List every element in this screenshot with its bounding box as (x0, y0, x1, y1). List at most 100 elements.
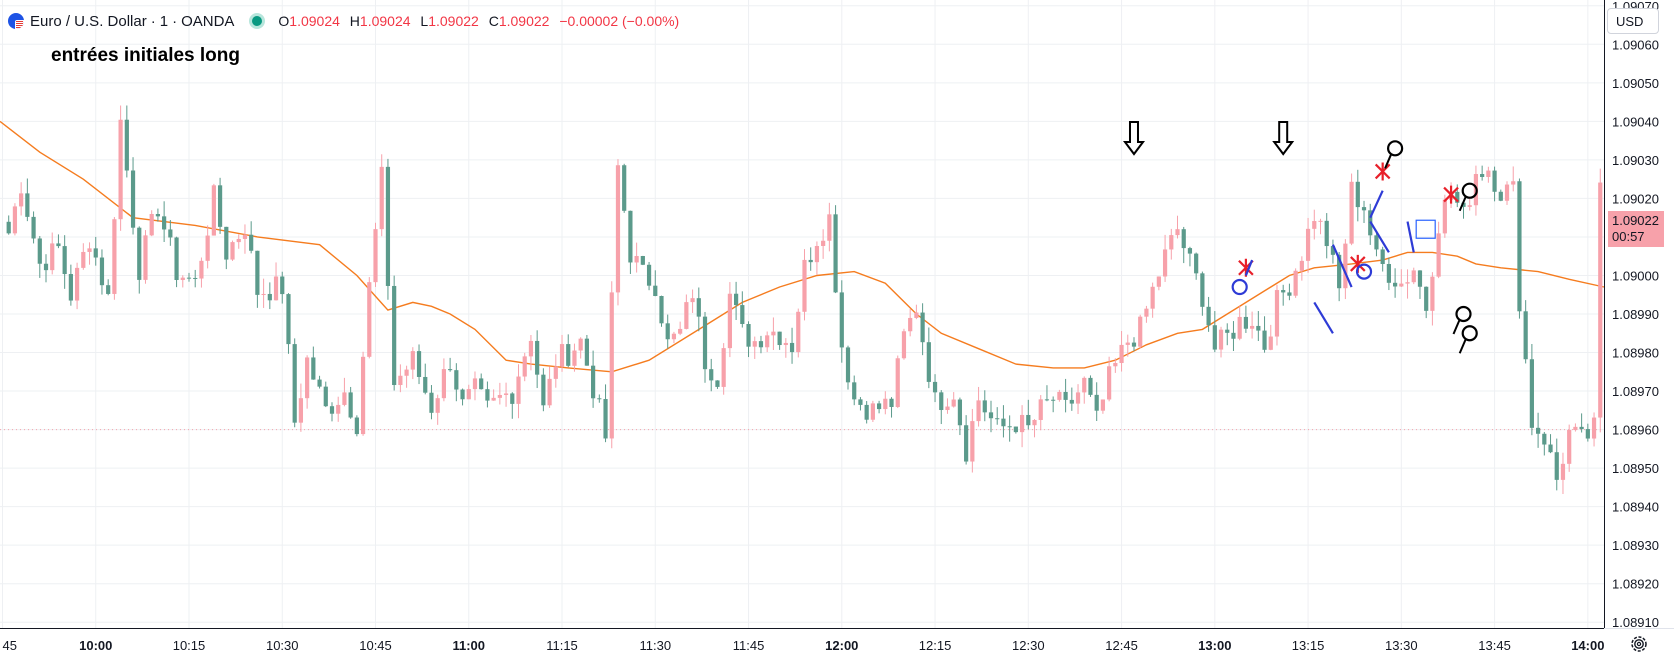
candle-body (1517, 181, 1522, 312)
candle-body (485, 389, 490, 401)
circle-tail-stroke (1384, 153, 1393, 169)
cross-mark-icon (1443, 185, 1459, 204)
candle-body (1343, 243, 1348, 289)
candle-body (510, 393, 515, 404)
candle-body (597, 398, 602, 400)
candle-body (124, 119, 129, 171)
candle-body (622, 165, 627, 211)
candle-body (193, 277, 198, 279)
candle-body (373, 229, 378, 283)
candle-body (1063, 391, 1068, 400)
candle-body (360, 356, 366, 435)
candle-body (777, 331, 782, 346)
circle-mark-icon (1387, 140, 1404, 157)
market-status-icon[interactable] (252, 16, 263, 26)
symbol-legend[interactable]: Euro / U.S. Dollar · 1 · OANDA O1.09024 … (8, 10, 685, 32)
y-tick-label: 1.09060 (1612, 37, 1659, 52)
candle-body (1442, 199, 1447, 234)
candle-body (1573, 426, 1578, 430)
y-tick-label: 1.08980 (1612, 346, 1659, 361)
candle-body (1424, 286, 1429, 311)
candle-body (448, 369, 453, 371)
x-tick-label: 12:30 (1012, 638, 1045, 653)
y-tick-label: 1.08950 (1612, 461, 1659, 476)
candle-body (522, 356, 527, 377)
candle-body (460, 389, 465, 400)
candle-body (1567, 429, 1572, 464)
candle-body (802, 259, 807, 312)
candle-body (995, 418, 1000, 420)
candle-body (1107, 366, 1112, 400)
candle-body (1138, 316, 1143, 347)
change-value: −0.00002 (−0.00%) (559, 13, 680, 29)
candle-body (709, 369, 714, 381)
candle-body (211, 185, 216, 236)
candle-body (541, 374, 546, 406)
currency-button[interactable]: USD (1607, 8, 1659, 34)
candle-body (317, 379, 322, 387)
candle-body (653, 285, 658, 297)
interval[interactable]: 1 (159, 12, 169, 30)
drawing-annotations (1122, 121, 1478, 354)
separator: · (172, 12, 178, 30)
candle-body (646, 264, 652, 286)
candle-body (180, 277, 185, 281)
candle-body (298, 398, 304, 423)
candle-body (740, 305, 745, 325)
ohlc-values: O1.09024 H1.09024 L1.09022 C1.09022 −0.0… (278, 13, 685, 29)
candle-body (1318, 220, 1323, 222)
exchange[interactable]: OANDA (181, 12, 235, 30)
blue-stroke (1244, 259, 1254, 276)
candle-body (1405, 282, 1410, 284)
candle-body (168, 229, 173, 238)
candle-body (746, 324, 751, 347)
circle-tail-stroke (1452, 319, 1461, 335)
settings-icon[interactable] (1628, 633, 1650, 655)
x-tick-label: 11:45 (733, 638, 765, 653)
candle-body (1281, 290, 1286, 293)
candle-body (1436, 233, 1441, 277)
candle-body (87, 248, 92, 252)
moving-average-line (0, 120, 1605, 373)
candle-body (1386, 263, 1391, 283)
x-tick-label: 13:15 (1292, 638, 1325, 653)
candle-body (1156, 276, 1161, 287)
x-tick-label: 13:45 (1478, 638, 1511, 653)
open-value: 1.09024 (289, 13, 340, 29)
candle-body (99, 257, 105, 286)
candle-body (628, 210, 633, 263)
candle-body (1349, 181, 1354, 244)
candle-body (901, 331, 907, 359)
candle-body (559, 344, 565, 367)
candle-body (939, 392, 944, 411)
candle-body (665, 323, 670, 340)
y-tick-label: 1.09000 (1612, 268, 1659, 283)
candle-body (429, 392, 434, 413)
candle-body (839, 292, 844, 348)
candle-body (236, 238, 241, 243)
candle-body (1548, 444, 1553, 453)
open-label: O (278, 13, 290, 29)
y-tick-label: 1.09050 (1612, 76, 1659, 91)
candle-body (255, 250, 260, 295)
chart-text-note[interactable]: entrées initiales long (51, 45, 240, 66)
last-price-value: 1.09022 (1612, 213, 1659, 228)
candle-body (354, 417, 359, 435)
candle-body (491, 397, 496, 401)
candle-body (162, 216, 167, 230)
bar-countdown: 00:57 (1612, 229, 1645, 244)
candle-body (479, 378, 484, 390)
x-tick-label: 10:15 (173, 638, 206, 653)
candle-body (821, 240, 826, 246)
candle-body (833, 214, 838, 293)
candle-body (435, 398, 440, 413)
candle-body (1337, 254, 1342, 289)
candle-body (659, 296, 664, 324)
candle-body (118, 119, 123, 220)
candle-body (497, 394, 502, 398)
candle-body (336, 404, 341, 414)
candle-body (224, 226, 229, 260)
candle-body (423, 376, 428, 393)
symbol-name[interactable]: Euro / U.S. Dollar (30, 12, 147, 30)
